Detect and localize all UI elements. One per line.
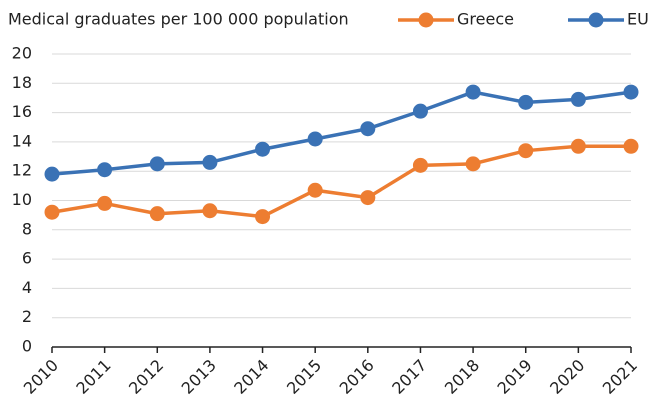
- point: [465, 156, 481, 172]
- legend-label: Greece: [457, 10, 514, 29]
- point: [255, 141, 271, 157]
- point: [202, 154, 218, 170]
- point: [360, 121, 376, 137]
- point: [623, 84, 639, 100]
- x-tick-label: 2013: [178, 356, 220, 398]
- x-tick-label: 2018: [441, 356, 483, 398]
- point: [149, 156, 165, 172]
- point: [570, 138, 586, 154]
- y-tick-label: 4: [22, 278, 32, 297]
- point: [518, 143, 534, 159]
- y-tick-label: 10: [12, 190, 32, 209]
- point: [465, 84, 481, 100]
- legend-marker: [588, 12, 604, 28]
- point: [623, 138, 639, 154]
- y-tick-label: 8: [22, 219, 32, 238]
- x-tick-label: 2017: [388, 356, 430, 398]
- series-line: [51, 144, 631, 219]
- x-tick-label: 2010: [20, 356, 62, 398]
- y-tick-label: 14: [12, 131, 32, 150]
- point: [307, 131, 323, 147]
- y-tick-label: 16: [12, 102, 32, 121]
- chart-title: Medical graduates per 100 000 population: [8, 10, 349, 29]
- point: [202, 203, 218, 219]
- point: [255, 209, 271, 225]
- legend-label: EU: [627, 10, 649, 29]
- x-tick-label: 2011: [72, 356, 114, 398]
- y-tick-label: 18: [12, 73, 32, 92]
- point: [412, 103, 428, 119]
- x-tick-label: 2012: [125, 356, 167, 398]
- point: [149, 206, 165, 222]
- x-tick-label: 2021: [599, 356, 641, 398]
- x-tick-label: 2014: [230, 356, 272, 398]
- x-tick-label: 2019: [494, 356, 536, 398]
- point: [97, 162, 113, 178]
- point: [44, 204, 60, 220]
- y-tick-label: 6: [22, 249, 32, 268]
- y-tick-label: 0: [22, 337, 32, 356]
- x-tick-label: 2015: [283, 356, 325, 398]
- y-tick-label: 2: [22, 307, 32, 326]
- y-tick-label: 12: [12, 161, 32, 180]
- point: [97, 195, 113, 211]
- point: [570, 91, 586, 107]
- y-tick-label: 20: [12, 44, 32, 63]
- x-tick-label: 2020: [546, 356, 588, 398]
- x-tick-label: 2016: [336, 356, 378, 398]
- point: [518, 94, 534, 110]
- point: [360, 190, 376, 206]
- point: [307, 182, 323, 198]
- point: [44, 166, 60, 182]
- point: [412, 157, 428, 173]
- series-line: [51, 90, 632, 176]
- legend-marker: [418, 12, 434, 28]
